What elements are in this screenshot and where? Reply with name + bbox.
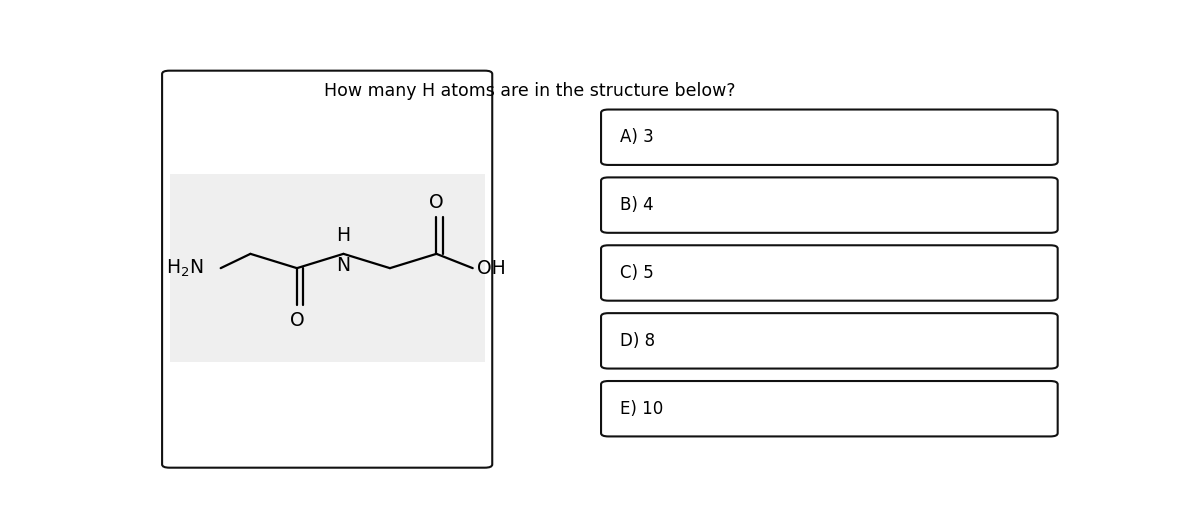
Text: A) 3: A) 3: [619, 128, 653, 146]
Text: $\mathrm{H_2N}$: $\mathrm{H_2N}$: [167, 258, 204, 279]
Text: B) 4: B) 4: [619, 196, 653, 214]
FancyBboxPatch shape: [601, 109, 1057, 165]
Text: OH: OH: [478, 259, 506, 278]
FancyBboxPatch shape: [162, 71, 492, 468]
Text: H: H: [336, 226, 350, 245]
Text: E) 10: E) 10: [619, 400, 662, 418]
Text: O: O: [430, 193, 444, 212]
Text: How many H atoms are in the structure below?: How many H atoms are in the structure be…: [324, 82, 736, 100]
Text: D) 8: D) 8: [619, 332, 655, 350]
FancyBboxPatch shape: [601, 177, 1057, 233]
FancyBboxPatch shape: [601, 313, 1057, 369]
Text: N: N: [336, 256, 350, 275]
Bar: [169, 174, 485, 362]
Text: O: O: [289, 311, 305, 330]
Text: C) 5: C) 5: [619, 264, 653, 282]
FancyBboxPatch shape: [601, 381, 1057, 436]
FancyBboxPatch shape: [601, 245, 1057, 301]
